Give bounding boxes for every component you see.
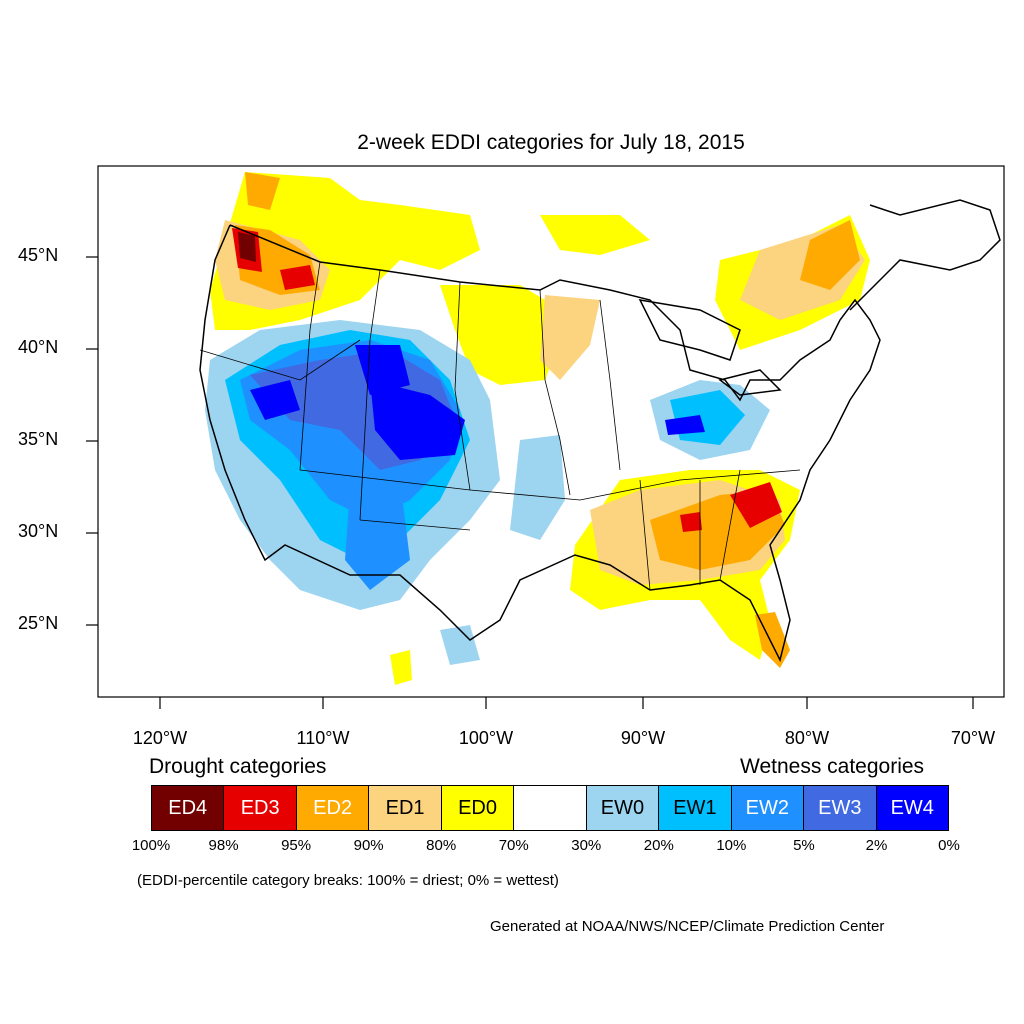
lon-label-110: 110°W xyxy=(296,728,350,748)
legend-box-ew4: EW4 xyxy=(876,786,948,830)
ed2-region-canada xyxy=(245,172,280,210)
ed1-region-plains xyxy=(540,295,600,380)
axis-ticks xyxy=(86,256,974,709)
credit-line: Generated at NOAA/NWS/NCEP/Climate Predi… xyxy=(490,918,885,935)
plot-frame xyxy=(97,165,1005,698)
state-lines xyxy=(199,261,801,591)
ed0-region-texas xyxy=(390,650,412,685)
percentile-label: 90% xyxy=(353,837,384,854)
category-legend: ED4 ED3 ED2 ED1 ED0 EW0 EW1 EW2 EW3 EW4 xyxy=(151,785,949,831)
lon-label-80: 80°W xyxy=(784,728,830,748)
canada-coast xyxy=(849,199,1001,311)
ew4-region-indiana xyxy=(665,415,705,435)
ed4-region-washington xyxy=(238,232,256,262)
percentile-label: 80% xyxy=(426,837,457,854)
ed2-region-northeast xyxy=(800,220,860,290)
ed3-region-idaho xyxy=(280,265,315,290)
percentile-label: 5% xyxy=(793,837,815,854)
ed0-region-canada xyxy=(540,215,650,255)
lon-label-70: 70°W xyxy=(950,728,996,748)
percentile-label: 0% xyxy=(938,837,960,854)
boundaries xyxy=(199,199,1001,663)
percentile-label: 20% xyxy=(643,837,674,854)
great-lakes xyxy=(638,299,782,396)
percentile-label: 2% xyxy=(865,837,888,854)
map-title: 2-week EDDI categories for July 18, 2015 xyxy=(357,131,745,154)
percentile-label: 10% xyxy=(716,837,747,854)
category-fields xyxy=(205,172,870,685)
category-note: (EDDI-percentile category breaks: 100% =… xyxy=(137,872,559,889)
percentile-label: 95% xyxy=(281,837,312,854)
legend-box-ew3: EW3 xyxy=(804,786,877,830)
legend-box-ed1: ED1 xyxy=(369,786,442,830)
legend-box-ew1: EW1 xyxy=(659,786,732,830)
drought-heading: Drought categories xyxy=(149,755,327,778)
percentile-label: 30% xyxy=(571,837,602,854)
legend-box-ew0: EW0 xyxy=(586,786,660,830)
lat-label-45: 45°N xyxy=(18,245,59,265)
percentile-label: 98% xyxy=(208,837,239,854)
lat-label-35: 35°N xyxy=(18,429,59,449)
lon-label-90: 90°W xyxy=(620,728,666,748)
ew4-region-nevada xyxy=(250,380,300,420)
legend-box-ed4: ED4 xyxy=(152,786,225,830)
lat-label-30: 30°N xyxy=(18,521,59,541)
percentile-label: 100% xyxy=(131,837,171,854)
us-outline xyxy=(199,224,881,663)
ed3-region-carolinas xyxy=(730,482,782,528)
lon-label-100: 100°W xyxy=(458,728,514,748)
lat-label-25: 25°N xyxy=(18,613,59,633)
ew4-region-colorado xyxy=(370,380,465,460)
ew2-region-southwest xyxy=(345,480,410,590)
percentile-label: 70% xyxy=(498,837,529,854)
ed3-region-georgia xyxy=(680,512,702,532)
lat-label-40: 40°N xyxy=(18,337,59,357)
legend-box-ew2: EW2 xyxy=(731,786,805,830)
lon-label-120: 120°W xyxy=(132,728,188,748)
legend-box-ed3: ED3 xyxy=(224,786,297,830)
legend-box-neutral xyxy=(514,786,587,830)
legend-box-ed2: ED2 xyxy=(296,786,370,830)
wetness-heading: Wetness categories xyxy=(740,755,925,778)
ew0-region-mexico xyxy=(440,625,480,665)
legend-box-ed0: ED0 xyxy=(441,786,515,830)
ew0-region-texas xyxy=(510,435,565,540)
